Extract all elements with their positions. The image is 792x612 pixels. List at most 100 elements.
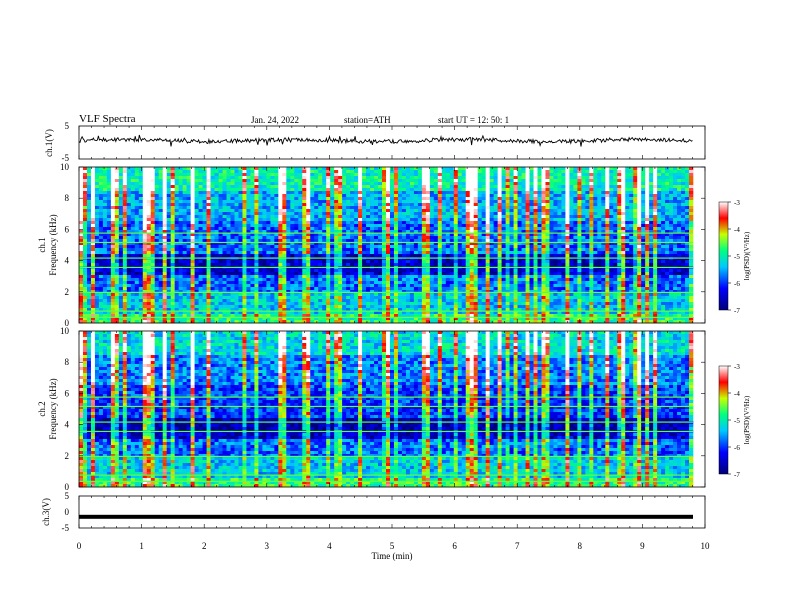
spectrogram-cell bbox=[202, 308, 207, 312]
spectrogram-cell bbox=[142, 209, 148, 213]
spectrogram-cell bbox=[382, 278, 387, 282]
spectrogram-cell bbox=[146, 302, 152, 306]
spectrogram-cell bbox=[134, 260, 140, 264]
spectrogram-cell bbox=[326, 170, 331, 174]
spectrogram-cell bbox=[453, 284, 459, 288]
spectrogram-cell bbox=[382, 203, 387, 207]
spectrogram-cell bbox=[290, 302, 295, 306]
spectrogram-cell bbox=[194, 317, 199, 321]
spectrogram-cell bbox=[445, 278, 451, 282]
spectrogram-cell bbox=[126, 308, 132, 312]
spectrogram-cell bbox=[417, 320, 423, 324]
spectrogram-cell bbox=[250, 218, 255, 222]
spectrogram-cell bbox=[270, 176, 275, 180]
spectrogram-cell bbox=[362, 173, 367, 177]
spectrogram-cell bbox=[262, 218, 267, 222]
spectrogram-cell bbox=[254, 275, 259, 279]
spectrogram-cell bbox=[366, 311, 371, 315]
spectrogram-cell bbox=[106, 215, 112, 219]
spectrogram-cell bbox=[170, 260, 175, 264]
spectrogram-cell bbox=[366, 167, 371, 171]
spectrogram-cell bbox=[421, 320, 427, 324]
spectrogram-cell bbox=[178, 278, 183, 282]
spectrogram-cell bbox=[322, 167, 327, 171]
spectrogram-cell bbox=[445, 251, 451, 255]
spectrogram-cell bbox=[178, 299, 183, 303]
spectrogram-cell bbox=[130, 185, 136, 189]
spectrogram-cell bbox=[142, 308, 148, 312]
spectrogram-cell bbox=[126, 221, 132, 225]
spectrogram-cell bbox=[82, 206, 88, 210]
spectrogram-cell bbox=[302, 191, 307, 195]
spectrogram-cell bbox=[290, 287, 295, 291]
spectrogram-cell bbox=[222, 269, 227, 273]
spectrogram-cell bbox=[294, 221, 299, 225]
spectrogram-cell bbox=[397, 308, 403, 312]
spectrogram-cell bbox=[429, 233, 435, 237]
spectrogram-cell bbox=[94, 269, 100, 273]
spectrogram-cell bbox=[154, 284, 160, 288]
spectrogram-cell bbox=[405, 227, 411, 231]
spectrogram-cell bbox=[306, 212, 311, 216]
spectrogram-cell bbox=[122, 272, 128, 276]
spectrogram-cell bbox=[370, 293, 375, 297]
spectrogram-cell bbox=[94, 296, 100, 300]
spectrogram-cell bbox=[234, 251, 239, 255]
spectrogram-cell bbox=[330, 200, 335, 204]
spectrogram-cell bbox=[79, 167, 84, 171]
spectrogram-cell bbox=[370, 317, 375, 321]
spectrogram-cell bbox=[457, 248, 463, 252]
ch1-spectrogram-cells bbox=[79, 167, 694, 324]
spectrogram-cell bbox=[286, 203, 291, 207]
spectrogram-cell bbox=[150, 320, 156, 324]
spectrogram-cell bbox=[162, 206, 168, 210]
spectrogram-cell bbox=[170, 173, 175, 177]
spectrogram-cell bbox=[389, 272, 395, 276]
spectrogram-cell bbox=[126, 203, 132, 207]
spectrogram-cell bbox=[342, 248, 347, 252]
spectrogram-cell bbox=[362, 248, 367, 252]
spectrogram-cell bbox=[226, 203, 231, 207]
spectrogram-cell bbox=[378, 209, 383, 213]
spectrogram-cell bbox=[198, 179, 203, 183]
spectrogram-cell bbox=[126, 281, 132, 285]
spectrogram-cell bbox=[218, 170, 223, 174]
spectrogram-cell bbox=[266, 170, 271, 174]
spectrogram-cell bbox=[242, 212, 247, 216]
spectrogram-cell bbox=[433, 176, 439, 180]
spectrogram-cell bbox=[401, 188, 407, 192]
spectrogram-cell bbox=[226, 191, 231, 195]
spectrogram-cell bbox=[318, 206, 323, 210]
spectrogram-cell bbox=[453, 173, 459, 177]
spectrogram-cell bbox=[358, 230, 363, 234]
spectrogram-cell bbox=[94, 224, 100, 228]
spectrogram-cell bbox=[166, 197, 171, 201]
spectrogram-cell bbox=[150, 209, 156, 213]
spectrogram-cell bbox=[178, 212, 183, 216]
spectrogram-cell bbox=[162, 302, 168, 306]
spectrogram-cell bbox=[453, 188, 459, 192]
spectrogram-cell bbox=[90, 263, 96, 267]
spectrogram-cell bbox=[330, 233, 335, 237]
spectrogram-cell bbox=[389, 245, 395, 249]
spectrogram-cell bbox=[437, 179, 443, 183]
spectrogram-cell bbox=[79, 200, 84, 204]
spectrogram-cell bbox=[397, 191, 403, 195]
spectrogram-cell bbox=[302, 212, 307, 216]
spectrogram-cell bbox=[334, 239, 339, 243]
spectrogram-cell bbox=[453, 260, 459, 264]
spectrogram-cell bbox=[230, 179, 235, 183]
spectrogram-cell bbox=[214, 224, 219, 228]
spectrogram-cell bbox=[266, 236, 271, 240]
spectrogram-cell bbox=[198, 200, 203, 204]
spectrogram-cell bbox=[254, 227, 259, 231]
spectrogram-cell bbox=[382, 230, 387, 234]
spectrogram-cell bbox=[358, 260, 363, 264]
spectrogram-cell bbox=[370, 284, 375, 288]
spectrogram-cell bbox=[170, 233, 175, 237]
spectrogram-cell bbox=[330, 278, 335, 282]
spectrogram-cell bbox=[386, 269, 391, 273]
spectrogram-cell bbox=[146, 320, 152, 324]
spectrogram-cell bbox=[210, 200, 215, 204]
spectrogram-cell bbox=[222, 233, 227, 237]
